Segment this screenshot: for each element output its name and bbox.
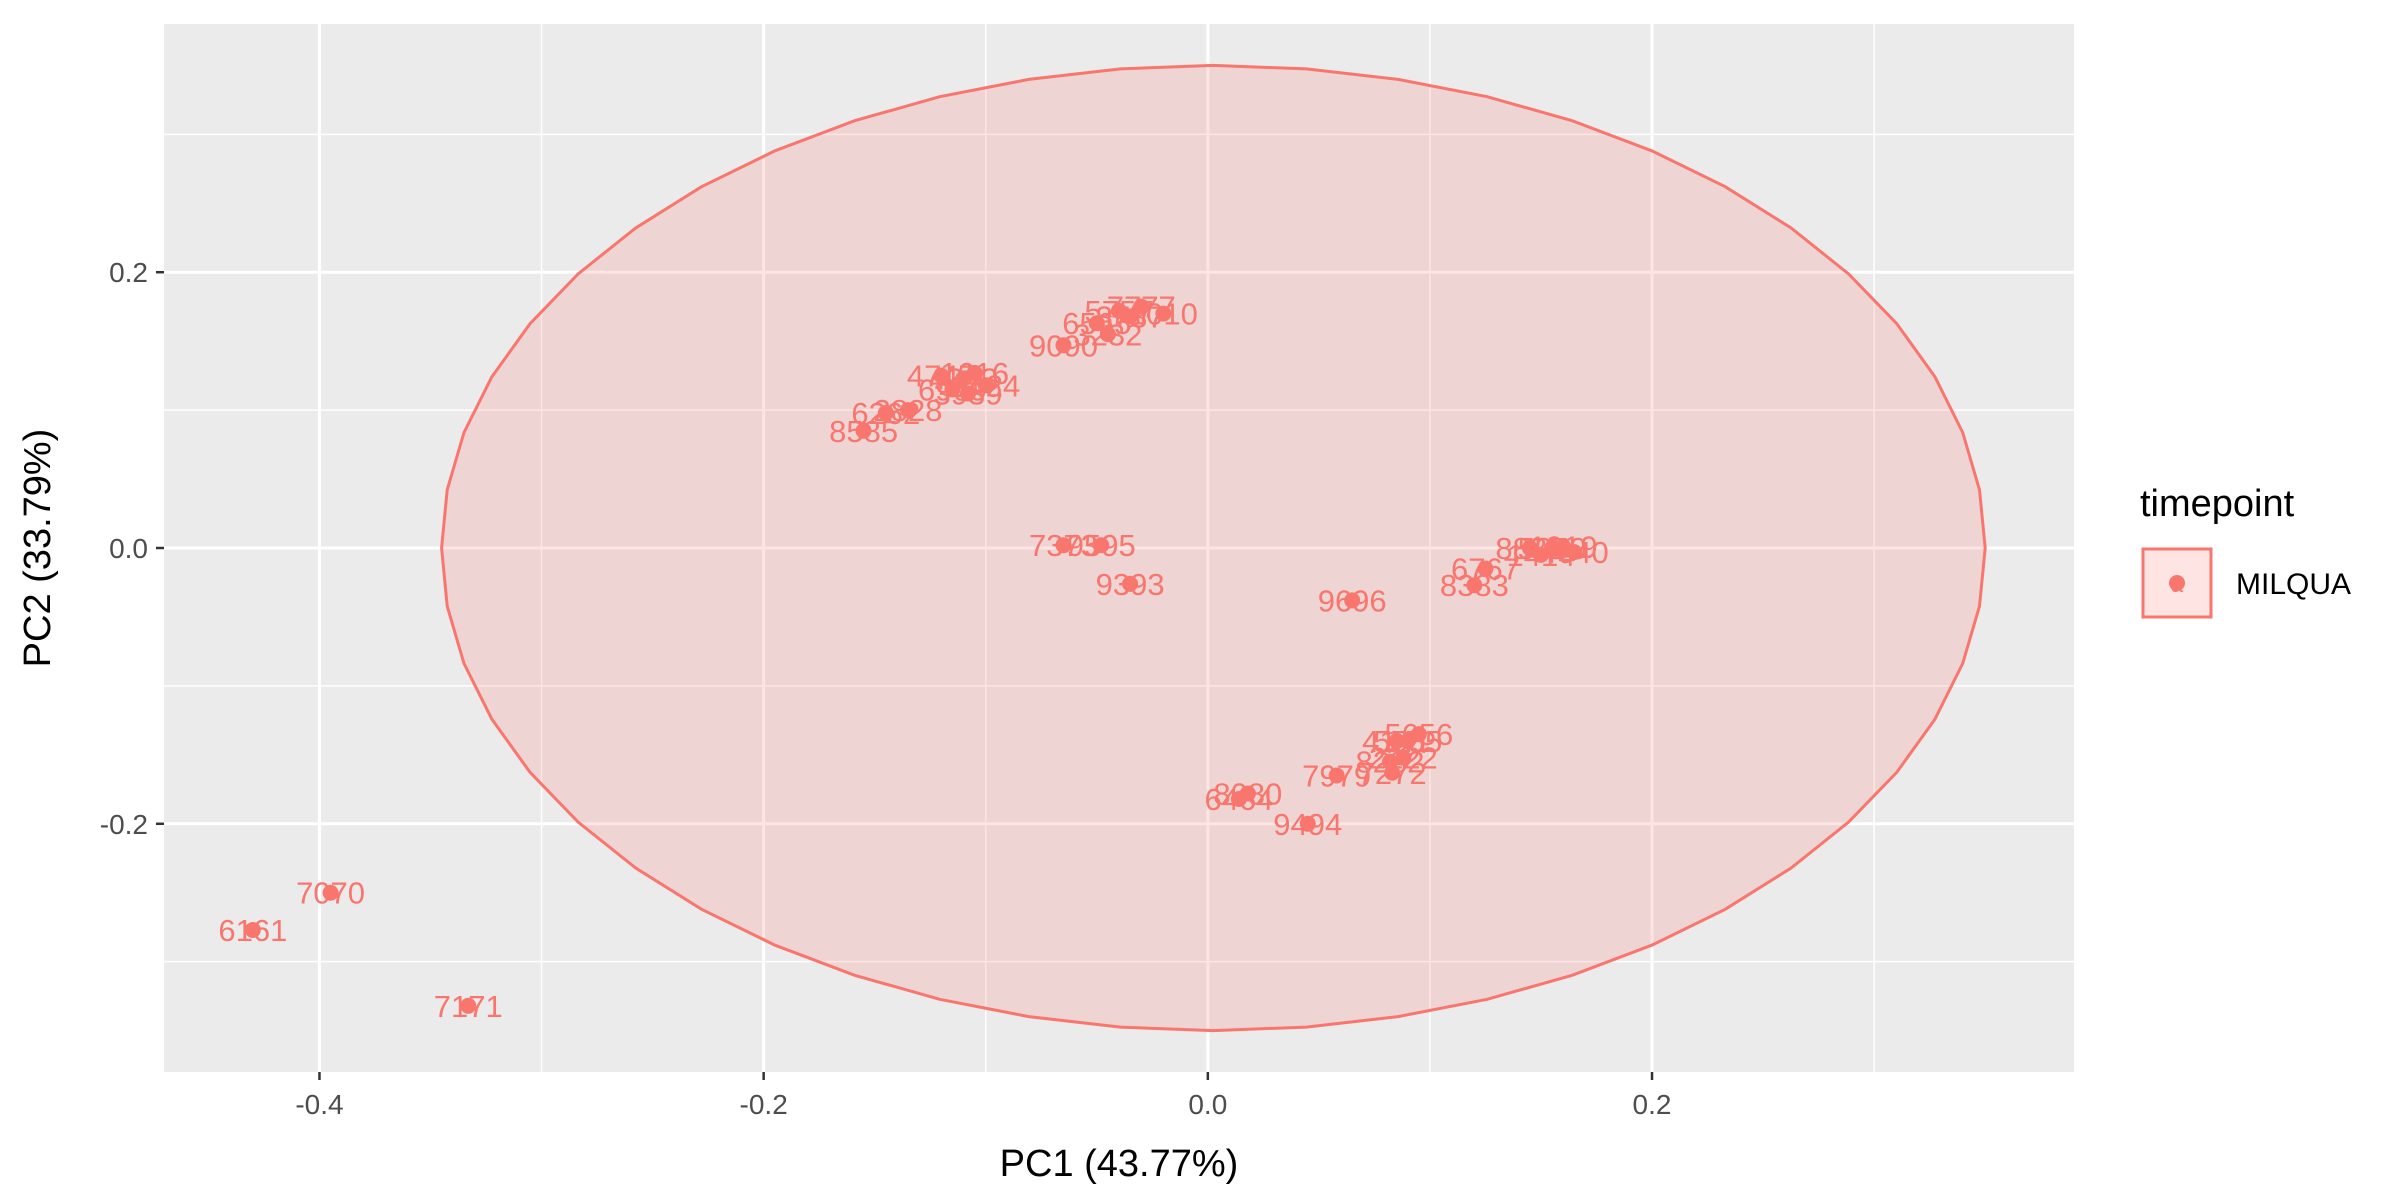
data-point — [1099, 326, 1116, 343]
y-axis-title: PC2 (33.79%) — [17, 429, 59, 668]
legend-key-point — [2169, 575, 2185, 591]
data-point — [1532, 546, 1549, 563]
point-label: 6262 — [851, 396, 920, 431]
data-point — [1122, 308, 1139, 325]
point-label: 4040 — [1540, 535, 1609, 570]
point-label: 8282 — [1355, 745, 1424, 780]
data-point — [460, 997, 477, 1014]
data-point — [900, 402, 917, 419]
data-point — [1055, 537, 1072, 554]
point-label: 2222 — [1369, 741, 1438, 776]
y-tick-label: 0.0 — [109, 533, 148, 564]
point-label: 9696 — [1318, 583, 1387, 618]
point-label: 8585 — [829, 414, 898, 449]
y-tick-label: -0.2 — [100, 809, 148, 840]
legend: timepoint a MILQUA — [2140, 483, 2351, 619]
x-tick-label: -0.2 — [740, 1089, 788, 1120]
point-label: 7777 — [1107, 290, 1176, 325]
point-label: 9595 — [1067, 528, 1136, 563]
data-point — [1384, 764, 1401, 781]
point-label: 9494 — [1273, 807, 1342, 842]
data-point — [1122, 575, 1139, 592]
y-tick-labels: -0.2 0.0 0.2 — [100, 257, 148, 840]
data-point — [244, 921, 261, 938]
major-gridlines — [164, 24, 2074, 1072]
point-label: 7171 — [434, 989, 503, 1024]
point-label: 1919 — [1529, 530, 1598, 565]
point-label: 5656 — [1384, 717, 1453, 752]
point-label: 5050 — [1518, 531, 1587, 566]
point-label: 3737 — [1096, 299, 1165, 334]
data-point — [933, 367, 950, 384]
data-point — [1133, 298, 1150, 315]
data-point — [1555, 538, 1572, 555]
x-tick-label: 0.0 — [1188, 1089, 1227, 1120]
x-tick-label: 0.2 — [1633, 1089, 1672, 1120]
data-point — [855, 422, 872, 439]
point-label: 7373 — [1029, 528, 1098, 563]
point-label: 5555 — [1373, 724, 1442, 759]
x-tick-labels: -0.4 -0.2 0.0 0.2 — [295, 1089, 1671, 1120]
point-label: 2424 — [951, 368, 1020, 403]
data-point — [959, 385, 976, 402]
point-label: 1010 — [1129, 297, 1198, 332]
axis-ticks — [156, 270, 1654, 1080]
data-point — [944, 381, 961, 398]
point-label: 2828 — [874, 393, 943, 428]
data-point — [1093, 537, 1110, 554]
x-tick-label: -0.4 — [295, 1089, 343, 1120]
data-point — [1230, 790, 1247, 807]
legend-title: timepoint — [2140, 483, 2295, 525]
point-label: 3939 — [933, 377, 1002, 412]
confidence-ellipse — [440, 63, 1987, 1033]
data-point — [877, 404, 894, 421]
data-point — [1477, 560, 1494, 577]
point-label: 8383 — [1440, 568, 1509, 603]
data-point — [1466, 577, 1483, 594]
point-label: 6161 — [218, 913, 287, 948]
legend-entry-label: MILQUA — [2236, 568, 2351, 601]
data-point — [966, 364, 983, 381]
point-label: 7979 — [1302, 759, 1371, 794]
data-point — [1388, 733, 1405, 750]
data-point — [977, 377, 994, 394]
point-label: 4747 — [907, 359, 976, 394]
point-label: 3232 — [1073, 317, 1142, 352]
data-points-layer — [244, 298, 1583, 1014]
point-label: 4343 — [929, 361, 998, 396]
data-point — [1155, 305, 1172, 322]
point-label: 6767 — [1451, 552, 1520, 587]
legend-key-label-glyph: a — [2171, 572, 2184, 597]
point-label: 1616 — [940, 356, 1009, 391]
data-point — [1055, 337, 1072, 354]
point-label: 4141 — [1362, 724, 1431, 759]
data-point — [322, 884, 339, 901]
point-label: 6969 — [918, 372, 987, 407]
point-labels-layer: 6161 7070 7171 8585626228284747434316166969… — [218, 290, 1608, 1024]
confidence-ellipse-layer — [440, 63, 1987, 1033]
point-label: 5757 — [1085, 294, 1154, 329]
y-tick-label: 0.2 — [109, 257, 148, 288]
point-label: 6464 — [1204, 782, 1273, 817]
data-point — [1344, 592, 1361, 609]
x-axis-title: PC1 (43.77%) — [1000, 1143, 1239, 1185]
point-label: 1414 — [1506, 538, 1575, 573]
data-point — [1328, 767, 1345, 784]
point-label: 9090 — [1029, 328, 1098, 363]
point-label: 7272 — [1358, 756, 1427, 791]
point-label: 9393 — [1096, 567, 1165, 602]
point-label: 8080 — [1213, 776, 1282, 811]
data-point — [1088, 315, 1105, 332]
point-label: 7070 — [296, 876, 365, 911]
data-point — [1395, 749, 1412, 766]
point-label: 6565 — [1062, 306, 1131, 341]
data-point — [1299, 815, 1316, 832]
point-label: 8888 — [1495, 531, 1564, 566]
data-point — [1399, 733, 1416, 750]
